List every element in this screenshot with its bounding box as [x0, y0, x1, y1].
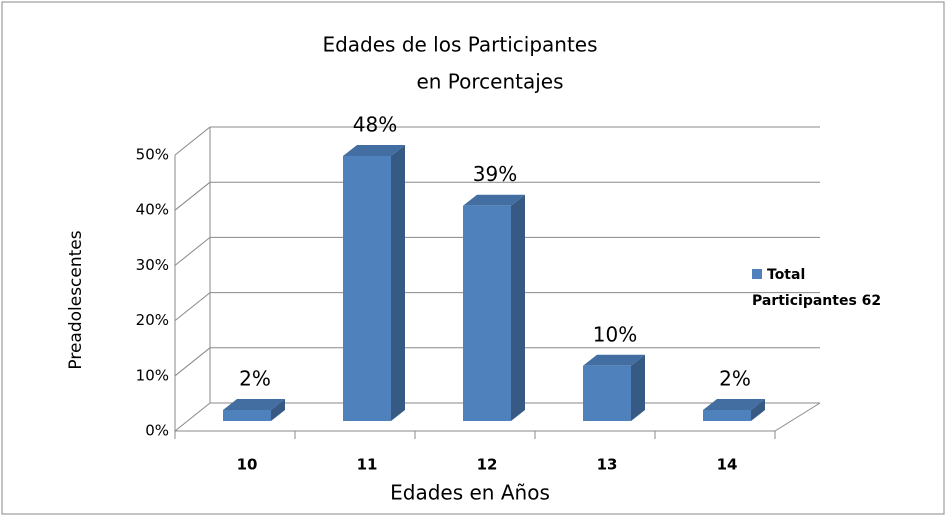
bar-front — [463, 205, 511, 421]
bar-top — [463, 194, 525, 206]
bar-side — [751, 398, 765, 421]
bar-top — [223, 398, 285, 410]
bar-top — [583, 354, 645, 366]
bar-front — [343, 156, 391, 422]
legend-swatch — [752, 269, 762, 279]
x-tick-label: 12 — [477, 456, 498, 474]
bar — [703, 398, 765, 421]
grid-line — [174, 402, 211, 432]
floor-edge — [774, 402, 821, 432]
grid-line — [174, 292, 211, 321]
y-tick-label: 0% — [145, 422, 169, 440]
bar-front — [583, 365, 631, 421]
y-tick-label: 20% — [136, 311, 169, 329]
y-tick-label: 50% — [136, 146, 169, 164]
bar-front — [703, 409, 751, 421]
chart-title: Edades de los Participantes — [322, 33, 597, 57]
grid-line — [174, 237, 211, 266]
grid-line — [174, 181, 211, 211]
bar-front — [223, 409, 271, 421]
bar-side — [511, 194, 525, 421]
bar-side — [391, 145, 405, 422]
bar-top — [343, 145, 405, 157]
x-axis-label: Edades en Años — [390, 481, 550, 505]
bar-side — [631, 354, 645, 421]
data-label: 48% — [353, 113, 397, 137]
bar-side — [271, 398, 285, 421]
y-tick-label: 40% — [136, 201, 169, 219]
y-axis-label: Preadolescentes — [66, 230, 86, 369]
data-label: 2% — [719, 366, 751, 390]
legend: Total Participantes 62 — [752, 262, 902, 314]
bar — [463, 194, 525, 421]
legend-label: Total Participantes 62 — [752, 267, 882, 309]
x-tick-label: 10 — [237, 456, 258, 474]
y-tick-label: 30% — [136, 256, 169, 274]
x-tick-label: 11 — [357, 456, 378, 474]
x-tick-label: 13 — [597, 456, 618, 474]
chart-title: en Porcentajes — [416, 70, 563, 94]
x-tick-label: 14 — [717, 456, 738, 474]
grid-line — [174, 126, 211, 156]
data-label: 2% — [239, 366, 271, 390]
bar — [583, 354, 645, 421]
y-tick-label: 10% — [136, 366, 169, 384]
bar — [223, 398, 285, 421]
bar-top — [703, 398, 765, 410]
bar — [343, 145, 405, 422]
grid-line — [174, 347, 211, 377]
data-label: 10% — [593, 322, 637, 346]
data-label: 39% — [473, 162, 517, 186]
